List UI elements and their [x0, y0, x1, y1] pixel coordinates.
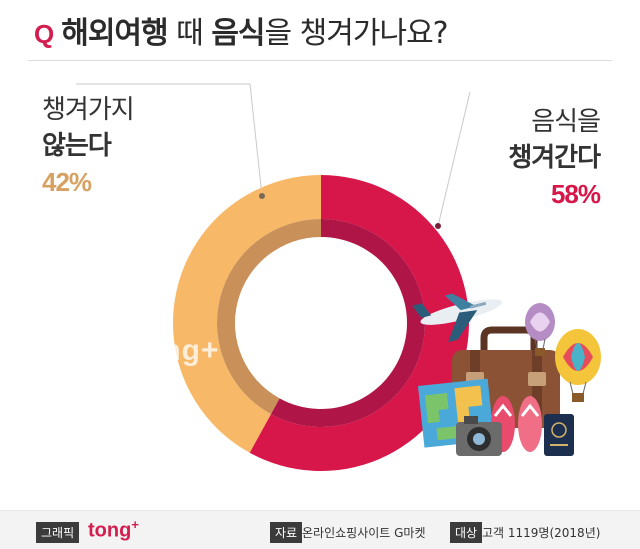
graphic-badge: 그래픽: [36, 522, 80, 543]
slice-yes: [249, 175, 469, 471]
donut-chart: [76, 83, 601, 471]
footer: 그래픽 tong+ 자료 온라인쇼핑사이트 G마켓 대상 고객 1119명(20…: [0, 510, 640, 549]
label-yes-line1: 음식을: [531, 107, 601, 137]
chart-title: Q 해외여행 때 음식을 챙겨가나요?: [34, 8, 449, 52]
target-text: 고객 1119명(2018년): [482, 526, 601, 540]
leader-dot-no: [259, 193, 265, 199]
title-part-travel: 해외여행: [61, 16, 168, 51]
title-divider: [28, 60, 612, 61]
label-no-line2: 않는다: [42, 131, 112, 161]
brand-logo: tong+: [88, 517, 139, 543]
watermark: tong+: [132, 334, 220, 367]
travel-illustration: [412, 293, 601, 456]
title-part-question: 을 챙겨가나요?: [264, 16, 449, 51]
label-no: 챙겨가지 않는다 42%: [42, 92, 135, 200]
slice-yes-inner: [270, 219, 425, 427]
slice-no-inner: [216, 219, 321, 415]
title-part-food: 음식: [211, 16, 265, 51]
leader-dot-yes: [435, 223, 441, 229]
slice-no: [172, 175, 321, 453]
camera-icon: [456, 416, 502, 456]
source-badge: 자료: [270, 522, 303, 543]
donut-slices: [172, 175, 469, 471]
label-no-line1: 챙겨가지: [42, 95, 135, 125]
brand-name: tong: [88, 519, 132, 542]
brand-plus: +: [131, 517, 139, 532]
airplane-icon: [412, 293, 503, 343]
leader-line-no: [76, 83, 263, 197]
hot-air-balloon-icon: [525, 303, 601, 402]
label-yes: 음식을 챙겨간다 58%: [508, 104, 601, 212]
q-mark: Q: [34, 19, 54, 49]
leader-line-yes: [437, 91, 471, 227]
target-badge: 대상: [450, 522, 483, 543]
label-yes-pct: 58%: [550, 179, 601, 209]
label-yes-line2: 챙겨간다: [508, 143, 601, 173]
passport-icon: [544, 414, 574, 456]
source-text: 온라인쇼핑사이트 G마켓: [302, 526, 426, 540]
label-no-pct: 42%: [42, 167, 92, 197]
title-part-when: 때: [167, 16, 212, 51]
